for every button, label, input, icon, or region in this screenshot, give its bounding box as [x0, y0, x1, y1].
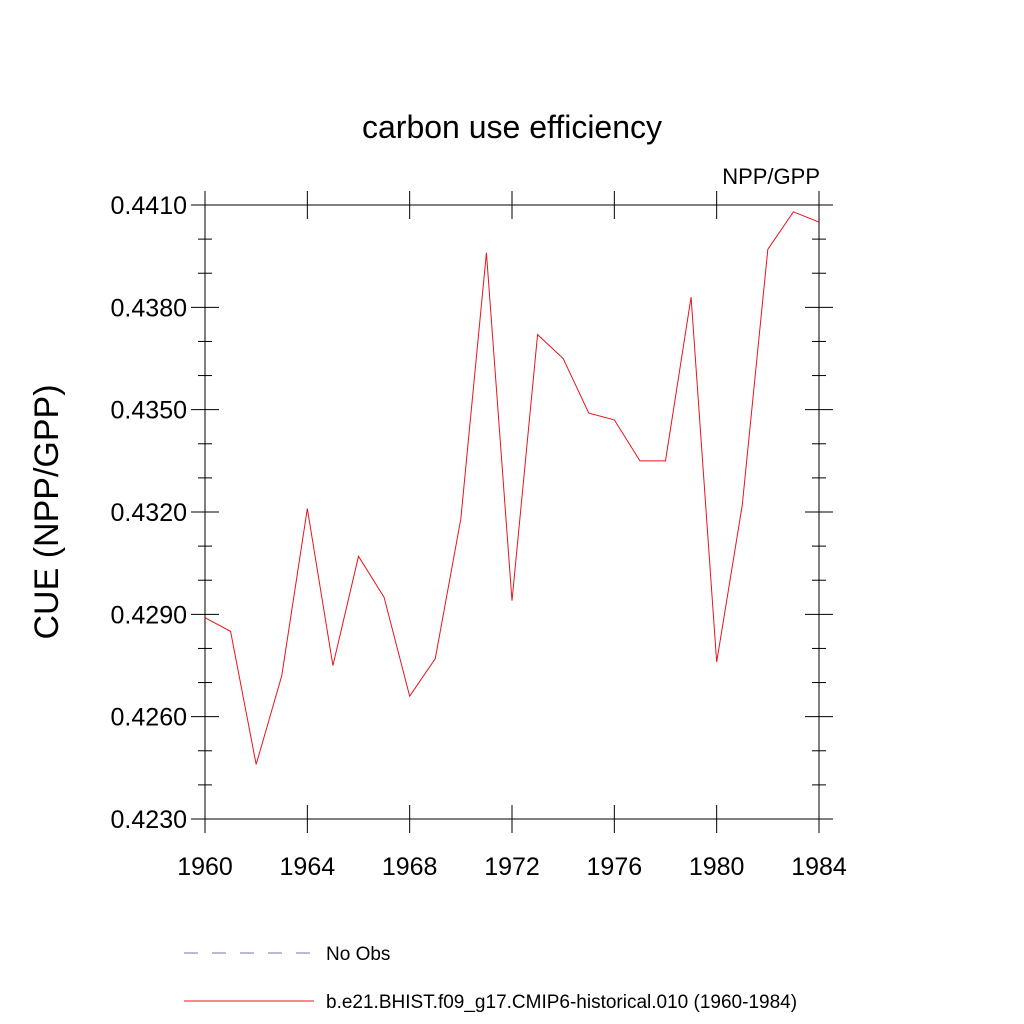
x-tick-label: 1980	[689, 853, 745, 881]
y-tick-label: 0.4230	[111, 806, 187, 834]
plot-frame	[204, 204, 820, 820]
y-tick-label: 0.4320	[111, 499, 187, 527]
x-tick-label: 1960	[177, 853, 233, 881]
series-line	[204, 211, 820, 765]
y-tick-label: 0.4290	[111, 601, 187, 629]
x-tick-label: 1968	[382, 853, 438, 881]
x-tick-label: 1976	[587, 853, 643, 881]
y-tick-label: 0.4410	[111, 192, 187, 220]
legend: No Obs b.e21.BHIST.f09_g17.CMIP6-historic…	[184, 944, 797, 1013]
legend-label: b.e21.BHIST.f09_g17.CMIP6-historical.010…	[326, 992, 797, 1013]
series-lines	[204, 211, 820, 765]
x-tick-label: 1984	[791, 853, 847, 881]
y-tick-label: 0.4380	[111, 294, 187, 322]
x-tick-label: 1972	[484, 853, 540, 881]
y-tick-label: 0.4260	[111, 704, 187, 732]
axis-ticks: 0.4230 0.4260 0.4290 0.4320 0.4350 0.4380 0.44…	[111, 191, 847, 881]
chart-subtitle-right: NPP/GPP	[722, 164, 820, 189]
y-tick-label: 0.4350	[111, 397, 187, 425]
legend-label: No Obs	[326, 944, 390, 965]
y-axis-label: CUE (NPP/GPP)	[28, 384, 66, 639]
chart-title: carbon use efficiency	[362, 109, 662, 145]
x-tick-label: 1964	[280, 853, 336, 881]
